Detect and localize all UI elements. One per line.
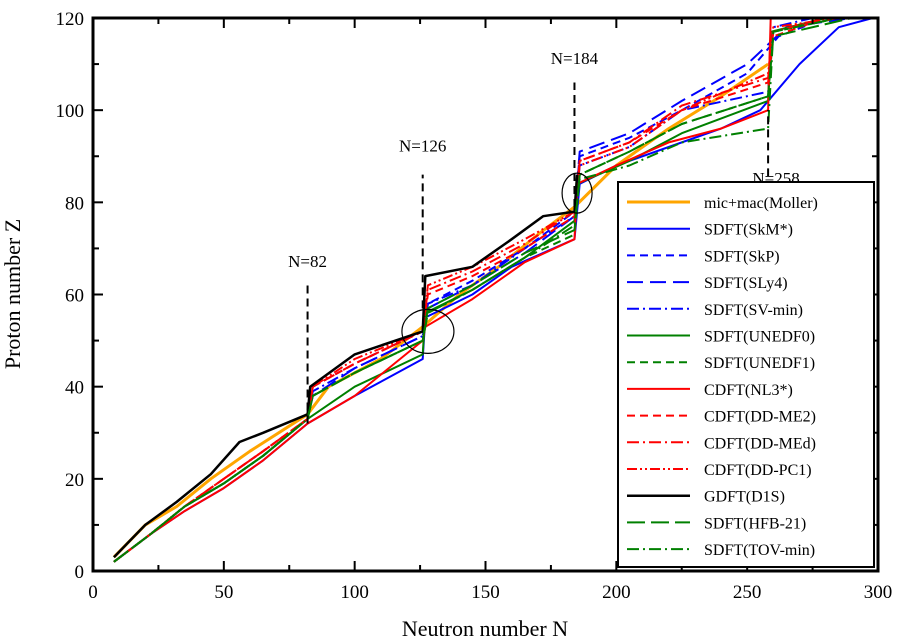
annotation-label-2: N=184 [551, 49, 599, 68]
legend-label-10: CDFT(DD-PC1) [704, 462, 812, 479]
y-axis-title: Proton number Z [0, 219, 25, 369]
legend-label-1: SDFT(SkM*) [704, 222, 793, 239]
y-tick-label-2: 40 [65, 378, 84, 399]
y-tick-label-3: 60 [65, 286, 84, 307]
y-tick-label-0: 0 [75, 562, 85, 583]
series-line-11 [113, 174, 579, 559]
series-line-10 [113, 17, 839, 563]
x-tick-label-1: 50 [214, 582, 233, 603]
series-layer [112, 17, 874, 563]
series-line-13 [113, 17, 840, 563]
highlight-circle-1 [561, 172, 593, 214]
legend-label-0: mic+mac(Moller) [704, 195, 818, 212]
annotation-label-1: N=126 [399, 137, 446, 156]
legend-label-6: SDFT(UNEDF1) [704, 355, 815, 372]
x-tick-label-4: 200 [602, 582, 631, 603]
x-tick-label-5: 250 [733, 582, 762, 603]
y-tick-label-5: 100 [56, 101, 85, 122]
x-tick-label-2: 100 [340, 582, 369, 603]
series-line-9 [113, 17, 826, 563]
y-tick-label-4: 80 [65, 193, 84, 214]
tick-layer: 0 50 100 150 200 250 300 0 20 40 60 80 100 120 [56, 9, 893, 603]
x-axis-title: Neutron number N [402, 616, 568, 641]
legend: mic+mac(Moller) SDFT(SkM*) SDFT(SkP) SDFT(S… [617, 181, 875, 568]
legend-label-5: SDFT(UNEDF0) [704, 329, 815, 346]
series-line-7 [113, 17, 772, 563]
y-tick-label-6: 120 [56, 9, 85, 30]
x-tick-label-6: 300 [864, 582, 893, 603]
annotation-label-0: N=82 [288, 252, 327, 271]
legend-label-7: CDFT(NL3*) [704, 382, 793, 399]
legend-label-12: SDFT(HFB-21) [704, 515, 806, 532]
legend-label-11: GDFT(D1S) [704, 489, 785, 506]
highlight-circle-0 [401, 308, 455, 354]
legend-label-9: CDFT(DD-MEd) [704, 435, 816, 452]
legend-label-13: SDFT(TOV-min) [704, 542, 815, 559]
legend-label-3: SDFT(SLy4) [704, 275, 788, 292]
y-tick-label-1: 20 [65, 470, 84, 491]
legend-box [617, 181, 875, 568]
x-tick-label-0: 0 [88, 582, 98, 603]
x-tick-label-3: 150 [471, 582, 500, 603]
legend-label-4: SDFT(SV-min) [704, 302, 803, 319]
legend-label-2: SDFT(SkP) [704, 248, 780, 265]
legend-label-8: CDFT(DD-ME2) [704, 409, 816, 426]
